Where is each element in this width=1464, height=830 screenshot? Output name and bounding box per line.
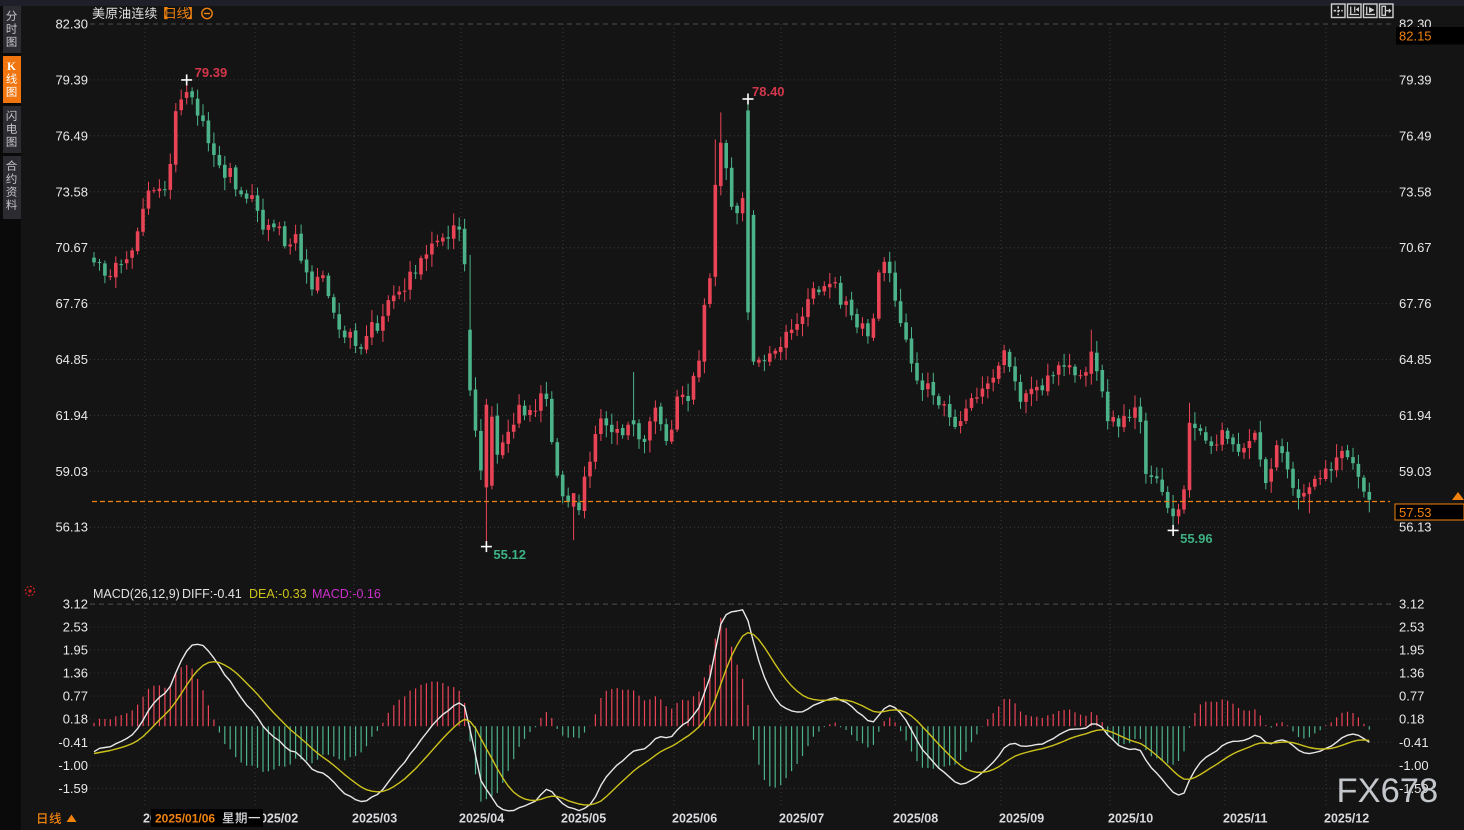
svg-text:64.85: 64.85 bbox=[55, 352, 88, 367]
svg-text:61.94: 61.94 bbox=[1399, 408, 1432, 423]
svg-text:-0.41: -0.41 bbox=[58, 735, 88, 750]
svg-text:70.67: 70.67 bbox=[1399, 240, 1432, 255]
svg-text:MACD:-0.16: MACD:-0.16 bbox=[312, 587, 381, 601]
svg-text:0.77: 0.77 bbox=[1399, 689, 1424, 704]
svg-text:2025/05: 2025/05 bbox=[561, 812, 606, 826]
svg-text:2025/03: 2025/03 bbox=[352, 812, 397, 826]
svg-text:73.58: 73.58 bbox=[1399, 184, 1432, 199]
svg-text:64.85: 64.85 bbox=[1399, 352, 1432, 367]
svg-text:59.03: 59.03 bbox=[1399, 464, 1432, 479]
svg-text:79.39: 79.39 bbox=[195, 65, 228, 80]
svg-text:3.12: 3.12 bbox=[1399, 597, 1424, 612]
svg-text:76.49: 76.49 bbox=[55, 128, 88, 143]
svg-text:0.77: 0.77 bbox=[63, 689, 88, 704]
svg-text:2.53: 2.53 bbox=[1399, 620, 1424, 635]
svg-text:82.30: 82.30 bbox=[55, 17, 88, 32]
svg-text:2025/08: 2025/08 bbox=[893, 812, 938, 826]
svg-text:1.95: 1.95 bbox=[1399, 642, 1424, 657]
svg-text:78.40: 78.40 bbox=[752, 84, 785, 99]
svg-text:56.13: 56.13 bbox=[55, 520, 88, 535]
svg-text:67.76: 67.76 bbox=[1399, 296, 1432, 311]
svg-text:76.49: 76.49 bbox=[1399, 128, 1432, 143]
svg-text:2025/04: 2025/04 bbox=[459, 812, 504, 826]
svg-text:DIFF:-0.41: DIFF:-0.41 bbox=[182, 587, 242, 601]
svg-text:2.53: 2.53 bbox=[63, 620, 88, 635]
svg-text:61.94: 61.94 bbox=[55, 408, 88, 423]
svg-text:57.53: 57.53 bbox=[1399, 505, 1432, 520]
svg-text:82.15: 82.15 bbox=[1399, 29, 1432, 44]
svg-text:2025/09: 2025/09 bbox=[999, 812, 1044, 826]
svg-text:2025/12: 2025/12 bbox=[1324, 812, 1369, 826]
svg-text:-1.59: -1.59 bbox=[58, 781, 88, 796]
svg-text:0.18: 0.18 bbox=[1399, 712, 1424, 727]
svg-text:56.13: 56.13 bbox=[1399, 520, 1432, 535]
svg-text:-0.41: -0.41 bbox=[1399, 735, 1429, 750]
svg-text:73.58: 73.58 bbox=[55, 184, 88, 199]
svg-text:2025/07: 2025/07 bbox=[779, 812, 824, 826]
svg-text:-1.59: -1.59 bbox=[1399, 781, 1429, 796]
svg-text:MACD(26,12,9): MACD(26,12,9) bbox=[93, 587, 180, 601]
svg-text:FX678: FX678 bbox=[1337, 772, 1439, 810]
svg-text:2025/06: 2025/06 bbox=[672, 812, 717, 826]
svg-text:1.36: 1.36 bbox=[63, 665, 88, 680]
svg-text:67.76: 67.76 bbox=[55, 296, 88, 311]
svg-text:2025/01/06: 2025/01/06 bbox=[155, 812, 215, 826]
svg-text:-1.00: -1.00 bbox=[1399, 758, 1429, 773]
svg-text:2025/11: 2025/11 bbox=[1223, 812, 1268, 826]
svg-text:0.18: 0.18 bbox=[63, 712, 88, 727]
svg-text:59.03: 59.03 bbox=[55, 464, 88, 479]
svg-text:70.67: 70.67 bbox=[55, 240, 88, 255]
svg-text:79.39: 79.39 bbox=[1399, 72, 1432, 87]
svg-text:79.39: 79.39 bbox=[55, 72, 88, 87]
svg-text:K: K bbox=[7, 61, 16, 73]
svg-text:2025/10: 2025/10 bbox=[1108, 812, 1153, 826]
svg-text:3.12: 3.12 bbox=[63, 597, 88, 612]
svg-text:1.36: 1.36 bbox=[1399, 665, 1424, 680]
svg-text:1.95: 1.95 bbox=[63, 642, 88, 657]
svg-text:55.96: 55.96 bbox=[1180, 531, 1213, 546]
svg-text:DEA:-0.33: DEA:-0.33 bbox=[249, 587, 307, 601]
svg-text:-1.00: -1.00 bbox=[58, 758, 88, 773]
svg-text:55.12: 55.12 bbox=[493, 547, 526, 562]
svg-text:2025/02: 2025/02 bbox=[253, 812, 298, 826]
